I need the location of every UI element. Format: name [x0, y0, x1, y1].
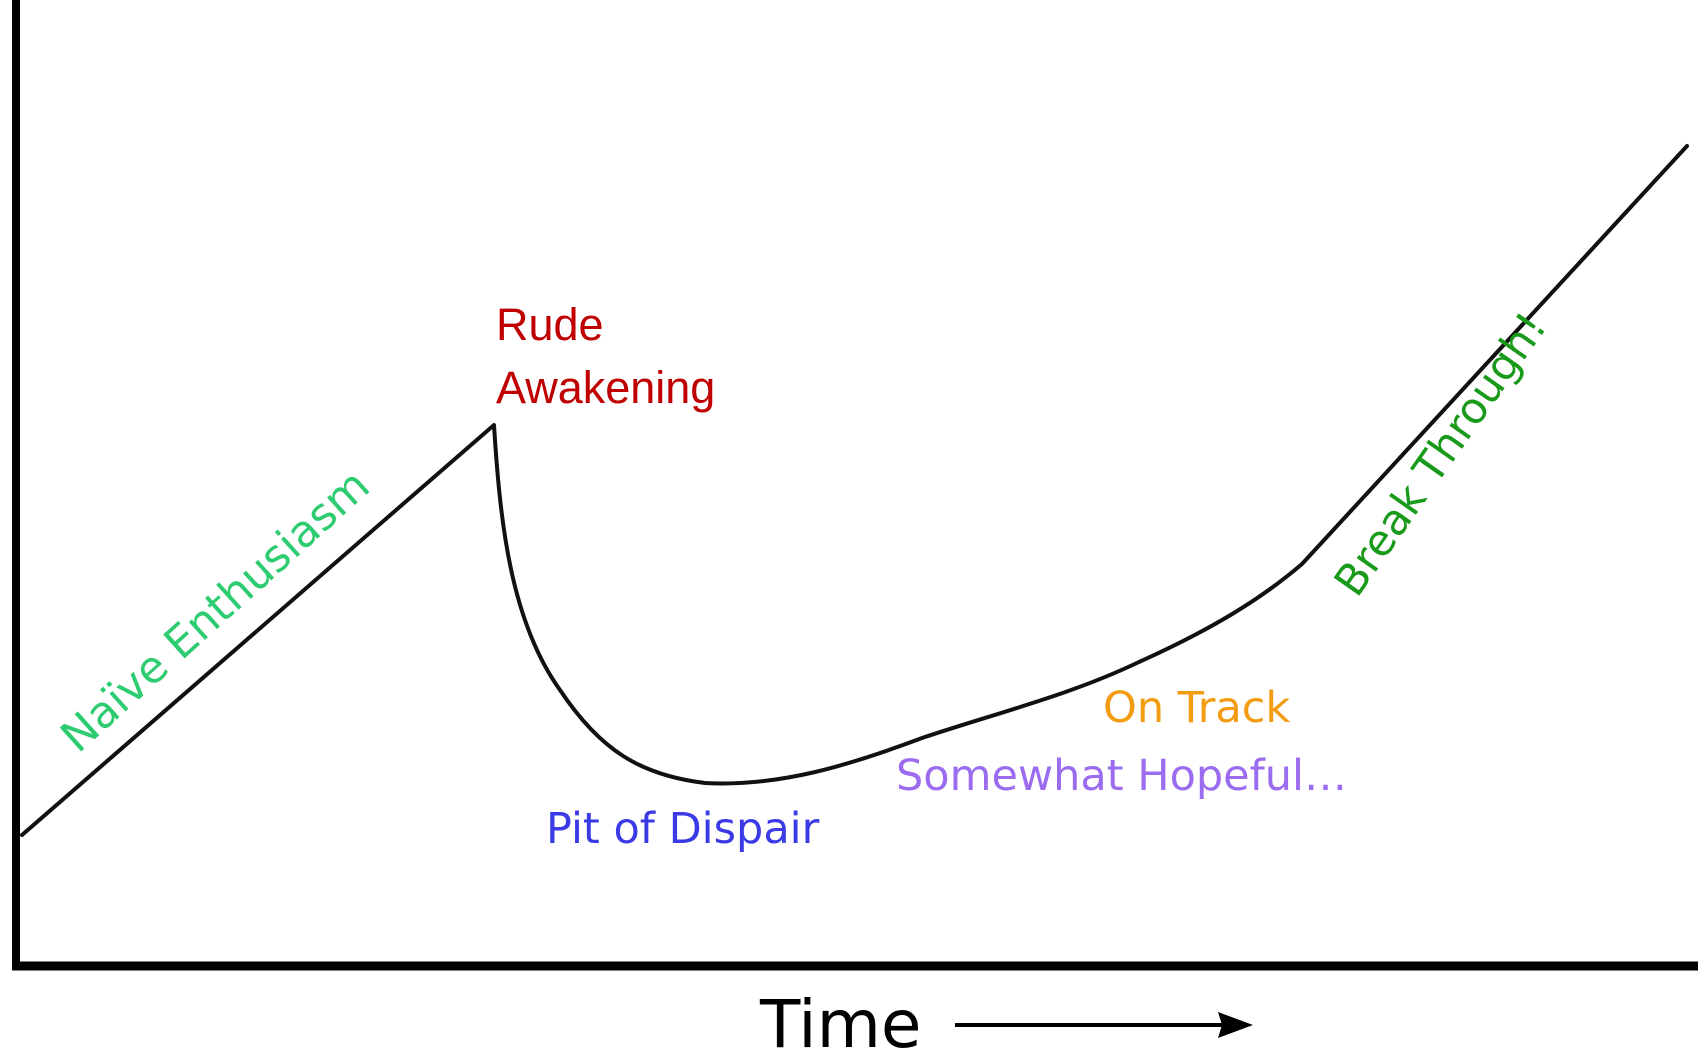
curve — [20, 144, 1689, 837]
label-hopeful: Somewhat Hopeful… — [896, 751, 1347, 801]
label-pit: Pit of Dispair — [546, 804, 820, 854]
label-rude: Rude — [496, 299, 604, 350]
x-axis-label: Time — [759, 986, 922, 1058]
label-awakening: Awakening — [496, 362, 715, 413]
label-on-track: On Track — [1103, 683, 1290, 733]
arrow-head — [1218, 1012, 1253, 1038]
